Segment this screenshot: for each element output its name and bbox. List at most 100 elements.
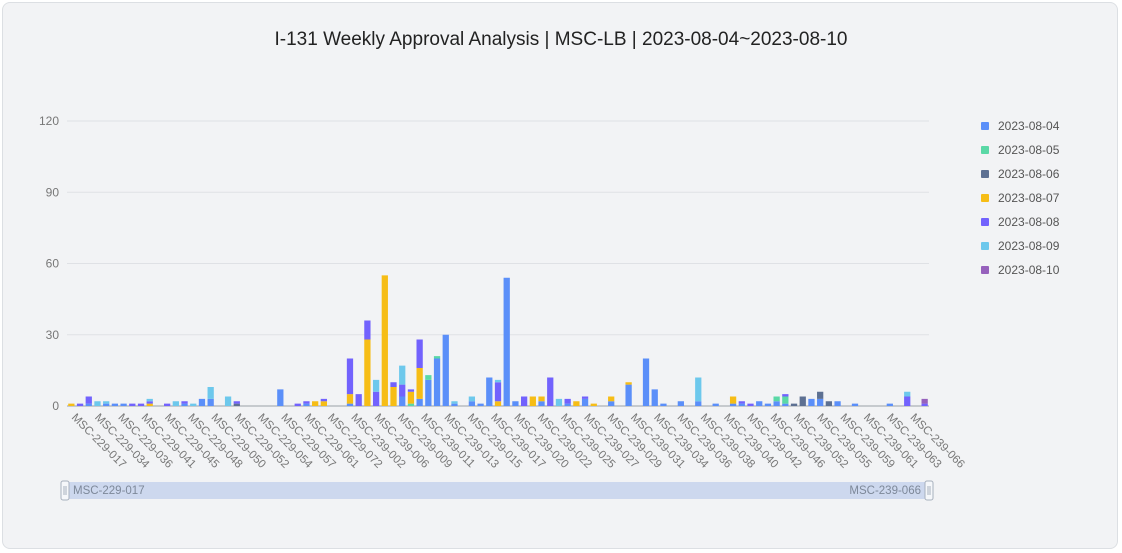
- bar-segment[interactable]: [355, 394, 362, 406]
- bar-segment[interactable]: [303, 401, 310, 404]
- bar-segment[interactable]: [790, 403, 798, 406]
- bar-segment[interactable]: [233, 401, 240, 404]
- bar-segment[interactable]: [381, 275, 388, 406]
- bar-segment[interactable]: [886, 403, 893, 406]
- bar-segment[interactable]: [120, 403, 127, 406]
- bar-segment[interactable]: [103, 403, 110, 406]
- bar-segment[interactable]: [799, 396, 806, 407]
- bar-segment[interactable]: [729, 403, 737, 406]
- bar-segment[interactable]: [486, 377, 493, 407]
- bar-segment[interactable]: [747, 403, 754, 406]
- bar-segment[interactable]: [468, 396, 476, 402]
- bar-segment[interactable]: [503, 277, 510, 406]
- bar-segment[interactable]: [782, 394, 789, 397]
- bar-segment[interactable]: [346, 403, 354, 406]
- bar-segment[interactable]: [442, 334, 449, 406]
- bar-segment[interactable]: [494, 379, 502, 383]
- bar-segment[interactable]: [817, 391, 824, 399]
- bar-segment[interactable]: [94, 401, 101, 406]
- bar-segment[interactable]: [320, 398, 327, 402]
- bar-segment[interactable]: [921, 398, 928, 404]
- legend-item[interactable]: 2023-08-08: [981, 210, 1059, 234]
- bar-segment[interactable]: [564, 403, 571, 406]
- bar-segment[interactable]: [163, 403, 171, 406]
- bar-segment[interactable]: [660, 403, 667, 406]
- bar-segment[interactable]: [608, 396, 615, 402]
- bar-segment[interactable]: [808, 398, 815, 406]
- bar-segment[interactable]: [425, 375, 432, 380]
- bar-segment[interactable]: [904, 391, 911, 397]
- bar-segment[interactable]: [581, 398, 589, 406]
- bar-segment[interactable]: [451, 401, 458, 404]
- bar-segment[interactable]: [625, 384, 632, 406]
- bar-segment[interactable]: [303, 403, 310, 406]
- bar-segment[interactable]: [825, 401, 833, 406]
- legend-item[interactable]: 2023-08-09: [981, 234, 1059, 258]
- bar-segment[interactable]: [425, 379, 432, 406]
- bar-segment[interactable]: [738, 401, 745, 404]
- bar-segment[interactable]: [407, 391, 415, 404]
- bar-segment[interactable]: [85, 396, 92, 404]
- legend-item[interactable]: 2023-08-04: [981, 114, 1059, 138]
- bar-segment[interactable]: [904, 396, 911, 407]
- bar-segment[interactable]: [547, 377, 554, 407]
- bar-segment[interactable]: [372, 379, 380, 392]
- bar-segment[interactable]: [590, 403, 597, 406]
- bar-segment[interactable]: [564, 398, 571, 404]
- bar-segment[interactable]: [364, 320, 371, 340]
- bar-segment[interactable]: [294, 403, 301, 406]
- bar-segment[interactable]: [111, 403, 119, 406]
- bar-segment[interactable]: [538, 401, 545, 406]
- legend-item[interactable]: 2023-08-07: [981, 186, 1059, 210]
- bar-segment[interactable]: [68, 403, 75, 406]
- bar-segment[interactable]: [416, 398, 423, 406]
- bar-segment[interactable]: [729, 396, 737, 404]
- bar-segment[interactable]: [407, 389, 415, 392]
- bar-segment[interactable]: [625, 382, 632, 385]
- bar-segment[interactable]: [407, 403, 415, 406]
- bar-segment[interactable]: [207, 387, 214, 399]
- bar-segment[interactable]: [921, 403, 928, 406]
- bar-segment[interactable]: [390, 382, 397, 387]
- legend-item[interactable]: 2023-08-05: [981, 138, 1059, 162]
- bar-segment[interactable]: [651, 389, 658, 406]
- bar-segment[interactable]: [207, 398, 214, 406]
- bar-segment[interactable]: [433, 356, 441, 359]
- bar-segment[interactable]: [399, 365, 406, 385]
- bar-segment[interactable]: [399, 396, 406, 407]
- bar-segment[interactable]: [782, 396, 789, 404]
- bar-segment[interactable]: [712, 403, 719, 406]
- bar-segment[interactable]: [146, 401, 153, 404]
- bar-segment[interactable]: [573, 401, 580, 406]
- bar-segment[interactable]: [451, 403, 458, 406]
- bar-segment[interactable]: [137, 403, 145, 406]
- bar-segment[interactable]: [233, 403, 240, 406]
- bar-segment[interactable]: [390, 387, 397, 406]
- bar-segment[interactable]: [181, 401, 188, 404]
- bar-segment[interactable]: [494, 401, 502, 406]
- bar-segment[interactable]: [76, 403, 84, 406]
- bar-segment[interactable]: [538, 396, 545, 402]
- legend-item[interactable]: 2023-08-10: [981, 258, 1059, 282]
- bar-segment[interactable]: [738, 403, 745, 406]
- bar-segment[interactable]: [190, 403, 197, 406]
- bar-segment[interactable]: [695, 377, 702, 402]
- bar-segment[interactable]: [146, 398, 153, 402]
- legend-item[interactable]: 2023-08-06: [981, 162, 1059, 186]
- bar-segment[interactable]: [642, 358, 650, 407]
- bar-segment[interactable]: [181, 403, 188, 406]
- bar-segment[interactable]: [677, 401, 684, 406]
- bar-segment[interactable]: [477, 403, 484, 406]
- bar-segment[interactable]: [346, 394, 354, 404]
- bar-segment[interactable]: [695, 401, 702, 406]
- bar-segment[interactable]: [555, 398, 563, 406]
- bar-segment[interactable]: [399, 384, 406, 397]
- bar-segment[interactable]: [468, 401, 476, 406]
- bar-segment[interactable]: [764, 403, 772, 406]
- bar-segment[interactable]: [416, 339, 423, 369]
- bar-segment[interactable]: [277, 389, 284, 406]
- bar-segment[interactable]: [581, 396, 589, 399]
- bar-segment[interactable]: [103, 401, 110, 404]
- bar-segment[interactable]: [85, 403, 92, 406]
- bar-segment[interactable]: [433, 358, 441, 407]
